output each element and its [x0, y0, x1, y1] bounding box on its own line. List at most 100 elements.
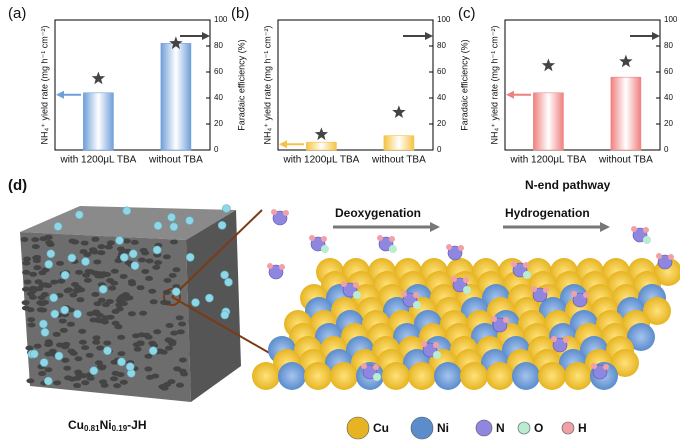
pore	[136, 285, 145, 291]
pore	[73, 383, 82, 389]
panel-label: (c)	[458, 5, 476, 22]
pore	[94, 273, 103, 279]
pore	[148, 288, 157, 294]
pore	[92, 339, 101, 345]
atom-dot	[153, 221, 163, 231]
y2-tick-label: 80	[437, 41, 446, 50]
molecule-h	[523, 262, 529, 268]
pore	[85, 352, 94, 358]
molecule-h	[543, 287, 549, 293]
pore	[141, 268, 150, 274]
pore	[81, 345, 90, 351]
pore	[146, 374, 155, 380]
pore	[158, 384, 167, 390]
axis-arrow-head	[425, 32, 433, 40]
atom-dot	[205, 293, 214, 303]
cube-side	[186, 210, 241, 402]
pore	[75, 371, 84, 377]
pore	[164, 345, 173, 351]
legend-label: N	[496, 421, 505, 435]
pore	[162, 289, 171, 295]
molecule-h	[503, 317, 509, 323]
bar	[383, 135, 415, 151]
pore	[93, 301, 102, 307]
y2-axis-label: Faradaic efficiency (%)	[459, 39, 469, 130]
pore	[165, 322, 174, 328]
pore	[108, 285, 117, 291]
pore	[26, 291, 35, 297]
pore	[117, 351, 126, 357]
pore	[56, 342, 65, 348]
pore	[180, 371, 189, 377]
material-part: 0.81	[84, 424, 100, 433]
pore	[93, 259, 102, 265]
pore	[21, 300, 30, 306]
panel-label: (d)	[8, 177, 27, 194]
pore	[114, 324, 123, 330]
bar	[610, 76, 642, 151]
pore	[89, 248, 98, 254]
pore	[110, 268, 119, 274]
y2-tick-label: 40	[664, 93, 673, 102]
y2-tick-label: 100	[437, 15, 451, 24]
pore	[53, 380, 62, 386]
legend-swatch	[517, 421, 531, 435]
axis-arrow-head	[652, 32, 660, 40]
pore	[74, 356, 83, 362]
molecule-o	[373, 373, 381, 381]
material-part: Ni	[100, 418, 112, 432]
molecule-h	[341, 281, 347, 287]
x-tick-label: with 1200μL TBA	[59, 155, 136, 166]
pore	[38, 371, 47, 377]
molecule-h	[591, 363, 597, 369]
pore	[36, 307, 45, 313]
atom-dot	[53, 222, 63, 231]
y2-tick-label: 80	[664, 41, 673, 50]
pore	[97, 250, 106, 256]
legend-label: H	[578, 421, 587, 435]
pore	[162, 254, 171, 260]
legend-swatch	[346, 416, 370, 440]
axis-arrow-head	[279, 140, 287, 149]
atom-dot	[217, 221, 227, 230]
atom-dot	[130, 261, 140, 270]
pore	[27, 322, 36, 328]
pore	[37, 295, 46, 301]
slab-atom	[627, 323, 655, 351]
atom-dot	[171, 287, 181, 296]
atom-dot	[44, 376, 53, 386]
molecule-h	[451, 276, 457, 282]
pore	[36, 300, 45, 306]
molecule-h	[267, 263, 273, 269]
efficiency-star	[91, 71, 106, 85]
material-label: Cu0.81Ni0.19-JH	[68, 418, 147, 433]
pore	[121, 292, 130, 298]
molecule-o	[353, 291, 361, 299]
pore	[44, 351, 53, 357]
molecule-o	[523, 271, 531, 279]
slab-atom	[486, 362, 514, 390]
pore	[104, 244, 113, 250]
pore	[119, 301, 128, 307]
panel-label: (a)	[8, 5, 26, 22]
zoom-line	[171, 209, 263, 298]
y-axis-label: NH₄⁺ yield rate (mg h⁻¹ cm⁻²)	[39, 26, 49, 145]
pore	[34, 279, 43, 285]
pore	[22, 269, 31, 275]
y2-axis-label: Faradaic efficiency (%)	[236, 39, 246, 130]
material-part: 0.19	[112, 424, 128, 433]
pore	[119, 379, 128, 385]
molecule-o	[643, 236, 651, 244]
slab-atom	[330, 362, 358, 390]
pore	[141, 250, 150, 256]
pore	[115, 306, 124, 312]
pore	[101, 315, 110, 321]
y2-tick-label: 40	[214, 93, 223, 102]
y2-tick-label: 20	[437, 119, 446, 128]
legend-swatch	[561, 421, 575, 435]
pore	[101, 302, 110, 308]
legend-label: Cu	[373, 421, 389, 435]
y2-tick-label: 40	[437, 93, 446, 102]
atom-dot	[40, 328, 50, 337]
pore	[32, 255, 41, 261]
